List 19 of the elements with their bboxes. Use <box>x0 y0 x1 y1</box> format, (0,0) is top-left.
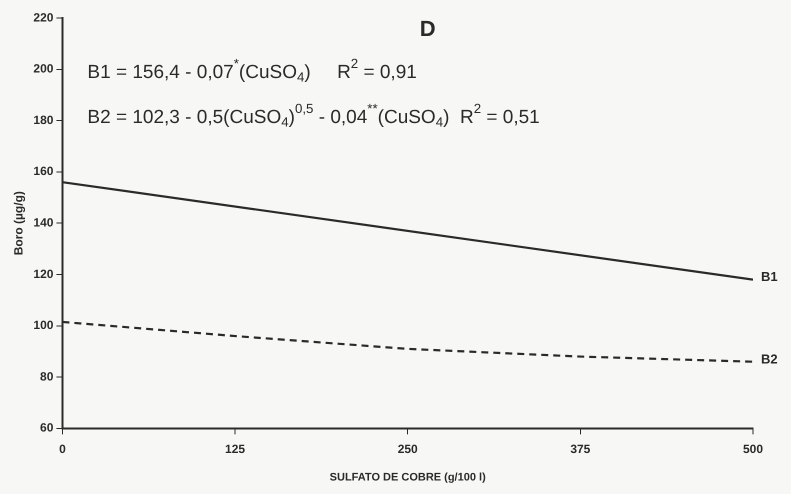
x-axis-title: SULFATO DE COBRE (g/100 l) <box>330 471 486 484</box>
y-tick-label: 120 <box>33 266 54 281</box>
y-axis-title: Boro (µg/g) <box>12 191 26 256</box>
y-tick-label: 220 <box>33 10 54 24</box>
x-tick-label: 500 <box>742 442 764 456</box>
y-tick-label: 180 <box>33 112 54 127</box>
y-tick-label: 200 <box>33 62 54 76</box>
y-tick-label: 140 <box>33 216 54 230</box>
series-label: B1 <box>761 269 778 284</box>
x-tick-label: 0 <box>59 442 66 456</box>
y-tick-label: 80 <box>40 369 54 384</box>
x-tick-label: 375 <box>570 442 591 456</box>
y-tick-label: 60 <box>40 420 54 435</box>
x-tick-label: 250 <box>398 442 418 456</box>
y-tick-label: 100 <box>33 318 54 332</box>
y-tick-label: 160 <box>33 164 54 178</box>
series-label: B2 <box>761 351 778 366</box>
x-tick-label: 125 <box>225 442 246 456</box>
chart-title: D <box>420 16 436 42</box>
